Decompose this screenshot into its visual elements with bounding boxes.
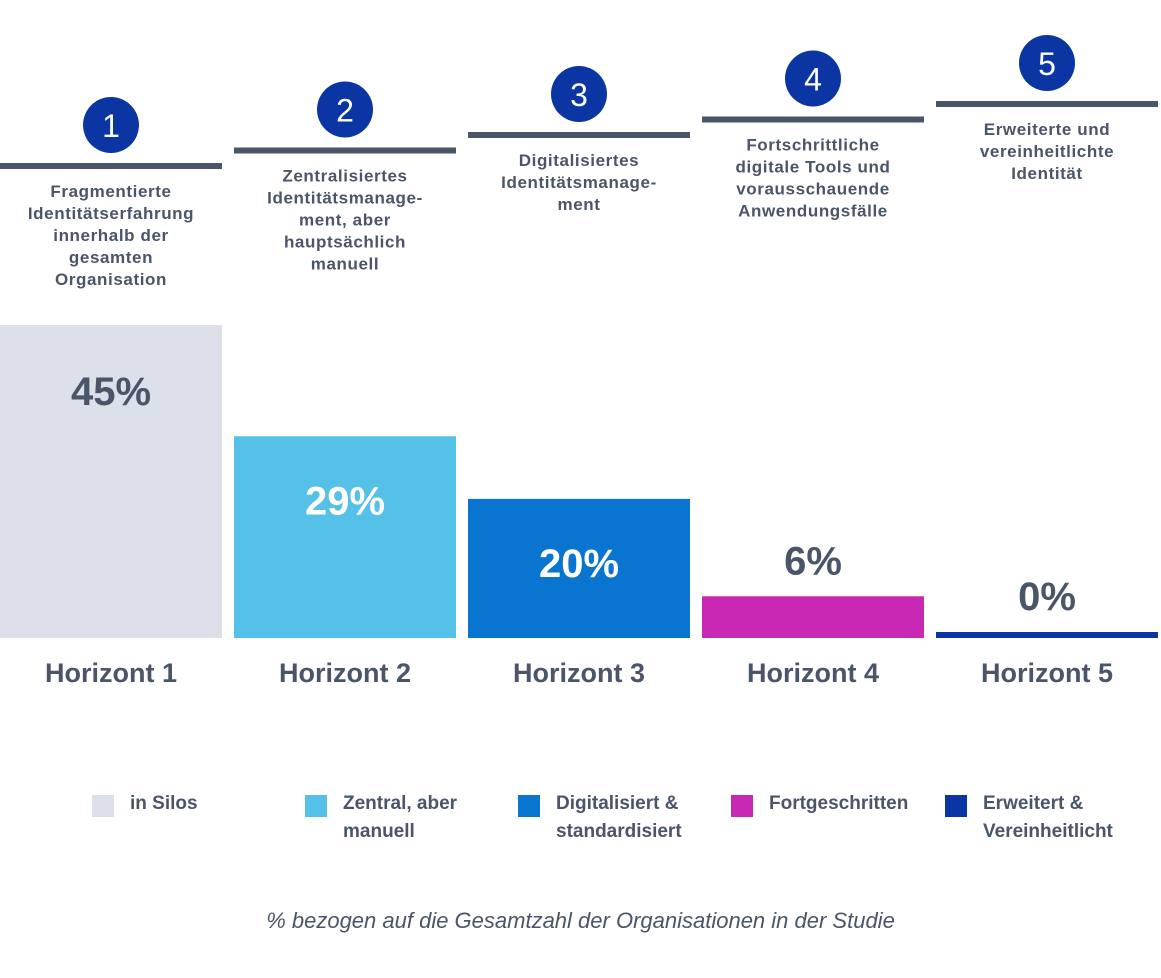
step-number-2: 2 [336,93,354,129]
category-label-horizont-1: Horizont 1 [45,658,177,688]
category-label-horizont-3: Horizont 3 [513,658,645,688]
legend-label-erweitert: Erweitert & Vereinheitlicht [983,793,1113,842]
value-label-horizont-1: 45% [71,370,151,414]
legend-label-fortgeschritten: Fortgeschritten [769,793,909,814]
step-line-4 [702,116,924,123]
step-circle-3 [551,66,607,122]
step-line-3 [468,132,690,138]
step-number-1: 1 [102,108,120,144]
step-description-3: Digitalisiertes Identitätsmanage-ment [501,151,657,214]
value-label-horizont-4: 6% [784,539,842,583]
category-label-horizont-2: Horizont 2 [279,658,411,688]
step-line-5 [936,101,1158,107]
step-number-5: 5 [1038,46,1056,82]
category-label-horizont-5: Horizont 5 [981,658,1113,688]
step-circle-4 [785,50,841,107]
bar-horizont-1 [0,325,222,638]
legend-item-zentral: Zentral, aber manuell [305,790,457,846]
legend-item-erweitert: Erweitert & Vereinheitlicht [945,790,1113,846]
step-description-2: Zentralisiertes Identitätsmanage-ment, ab… [267,167,423,274]
legend-item-digitalisiert: Digitalisiert & standardisiert [518,790,682,846]
value-label-horizont-5: 0% [1018,575,1076,619]
bar-horizont-3 [468,498,690,638]
step-description-5: Erweiterte und vereinheitlichte Identität [980,120,1114,183]
legend-swatch-digitalisiert [518,795,540,817]
value-label-horizont-3: 20% [539,542,619,586]
legend-label-zentral: Zentral, aber manuell [343,793,458,842]
legend-swatch-erweitert [945,795,967,817]
step-description-4: Fortschrittliche digitale Tools und voraus… [736,136,891,221]
step-line-1 [0,163,222,169]
value-label-horizont-2: 29% [305,479,385,523]
step-circle-5 [1019,35,1075,91]
legend-swatch-zentral [305,795,327,817]
step-circle-2 [317,81,373,138]
legend-swatch-in-silos [92,795,114,817]
bar-chart: 1 Fragmentierte Identitätserfahrung innerha… [0,35,1158,688]
legend-item-in-silos: in Silos [92,790,198,818]
legend-swatch-fortgeschritten [731,795,753,817]
legend-item-fortgeschritten: Fortgeschritten [731,790,908,818]
legend: in Silos Zentral, aber manuell Digitalis… [0,790,1161,860]
bar-horizont-5 [936,632,1158,638]
legend-label-digitalisiert: Digitalisiert & standardisiert [556,793,682,842]
step-description-1: Fragmentierte Identitätserfahrung innerhal… [28,182,194,289]
category-label-horizont-4: Horizont 4 [747,658,879,688]
step-number-3: 3 [570,77,588,113]
step-number-4: 4 [804,62,822,98]
step-circle-1 [83,97,139,153]
legend-label-in-silos: in Silos [130,793,198,814]
bar-horizont-2 [234,436,456,638]
footnote: % bezogen auf die Gesamtzahl der Organis… [266,908,895,933]
step-line-2 [234,147,456,154]
bar-horizont-4 [702,596,924,638]
